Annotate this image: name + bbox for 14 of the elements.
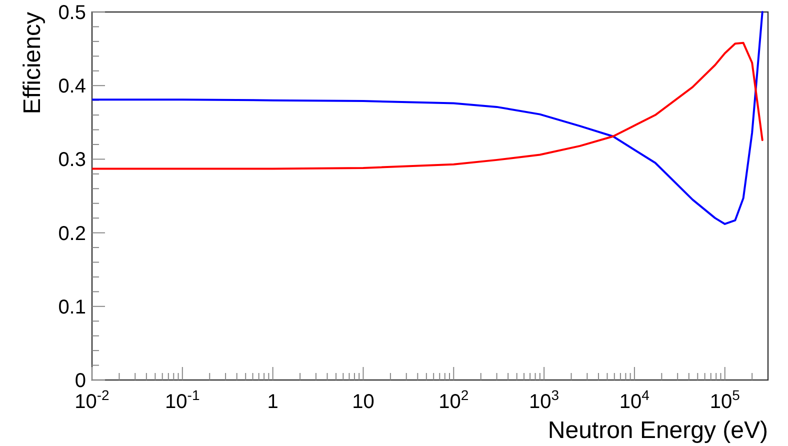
y-tick-label: 0.2 <box>58 222 86 245</box>
x-axis-title: Neutron Energy (eV) <box>548 417 768 444</box>
y-tick-label: 0.4 <box>58 76 86 98</box>
x-tick-label: 10$^{3}$ <box>529 387 560 413</box>
x-tick-label: 10$^{-1}$ <box>165 387 200 413</box>
y-tick-label: 0.1 <box>58 296 86 318</box>
x-tick-label: 10$^{4}$ <box>619 387 650 413</box>
y-axis-title: Efficiency <box>19 12 46 114</box>
y-tick-label: 0.5 <box>58 2 86 24</box>
x-tick-label: 10 <box>352 391 374 413</box>
x-tick-label: 10$^{2}$ <box>438 387 469 413</box>
x-tick-label: 10$^{5}$ <box>710 387 740 413</box>
x-tick-label: 1 <box>267 391 278 413</box>
y-tick-label: 0.3 <box>58 149 86 172</box>
